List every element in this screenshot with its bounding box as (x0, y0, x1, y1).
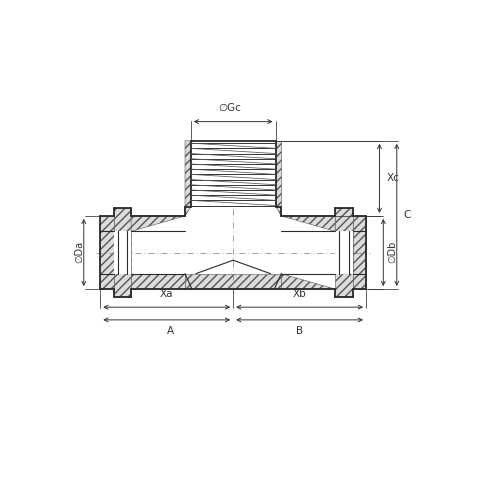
Text: Xa: Xa (160, 290, 173, 300)
Polygon shape (276, 141, 281, 216)
Polygon shape (282, 216, 335, 232)
Polygon shape (185, 274, 282, 289)
Polygon shape (131, 274, 185, 289)
Polygon shape (100, 216, 114, 289)
Text: ∅Da: ∅Da (74, 240, 84, 263)
Polygon shape (114, 208, 131, 297)
Text: Xc: Xc (386, 174, 400, 184)
Polygon shape (191, 141, 276, 207)
Text: C: C (404, 210, 411, 220)
Text: Xb: Xb (292, 290, 306, 300)
Polygon shape (352, 216, 366, 289)
Polygon shape (131, 216, 185, 232)
Polygon shape (335, 232, 352, 274)
Text: B: B (296, 326, 303, 336)
Text: ∅Db: ∅Db (387, 240, 397, 263)
Polygon shape (185, 141, 191, 216)
Text: A: A (167, 326, 174, 336)
Polygon shape (114, 232, 131, 274)
Polygon shape (335, 208, 352, 297)
Polygon shape (282, 274, 335, 289)
Text: ∅Gc: ∅Gc (218, 103, 240, 113)
